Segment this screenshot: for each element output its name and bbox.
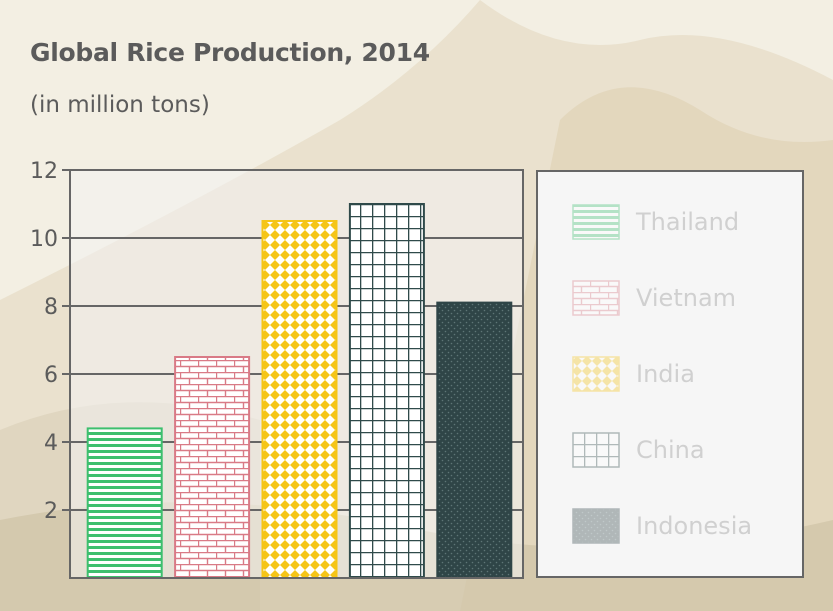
legend-label: Indonesia <box>636 512 753 540</box>
legend-label: Thailand <box>636 208 740 236</box>
legend-swatch-vietnam <box>572 280 620 316</box>
legend: Thailand Vietnam India China Indonesia <box>536 170 804 578</box>
chart-subtitle: (in million tons) <box>30 92 210 118</box>
legend-swatch-india <box>572 356 620 392</box>
legend-item-vietnam: Vietnam <box>572 280 736 316</box>
bar-china <box>348 203 425 579</box>
legend-item-thailand: Thailand <box>572 204 739 240</box>
legend-swatch-thailand <box>572 204 620 240</box>
y-tick-label: 4 <box>44 431 58 456</box>
y-tick-label: 6 <box>44 363 58 388</box>
y-tick-label: 8 <box>44 295 58 320</box>
y-tick-label: 2 <box>44 499 58 524</box>
y-tick-label: 12 <box>30 159 58 184</box>
legend-item-indonesia: Indonesia <box>572 508 752 544</box>
bar-india <box>261 220 338 579</box>
legend-label: India <box>636 360 695 388</box>
legend-item-china: China <box>572 432 705 468</box>
y-tick-label: 10 <box>30 227 58 252</box>
legend-item-india: India <box>572 356 695 392</box>
legend-swatch-indonesia <box>572 508 620 544</box>
chart-title: Global Rice Production, 2014 <box>30 38 430 67</box>
y-axis: 2 4 6 8 10 12 <box>30 159 70 524</box>
bars <box>86 203 513 579</box>
bar-vietnam <box>174 356 251 579</box>
bar-indonesia <box>436 301 513 579</box>
bar-thailand <box>86 427 163 579</box>
legend-label: Vietnam <box>636 284 737 312</box>
legend-swatch-china <box>572 432 620 468</box>
legend-label: China <box>636 436 705 464</box>
